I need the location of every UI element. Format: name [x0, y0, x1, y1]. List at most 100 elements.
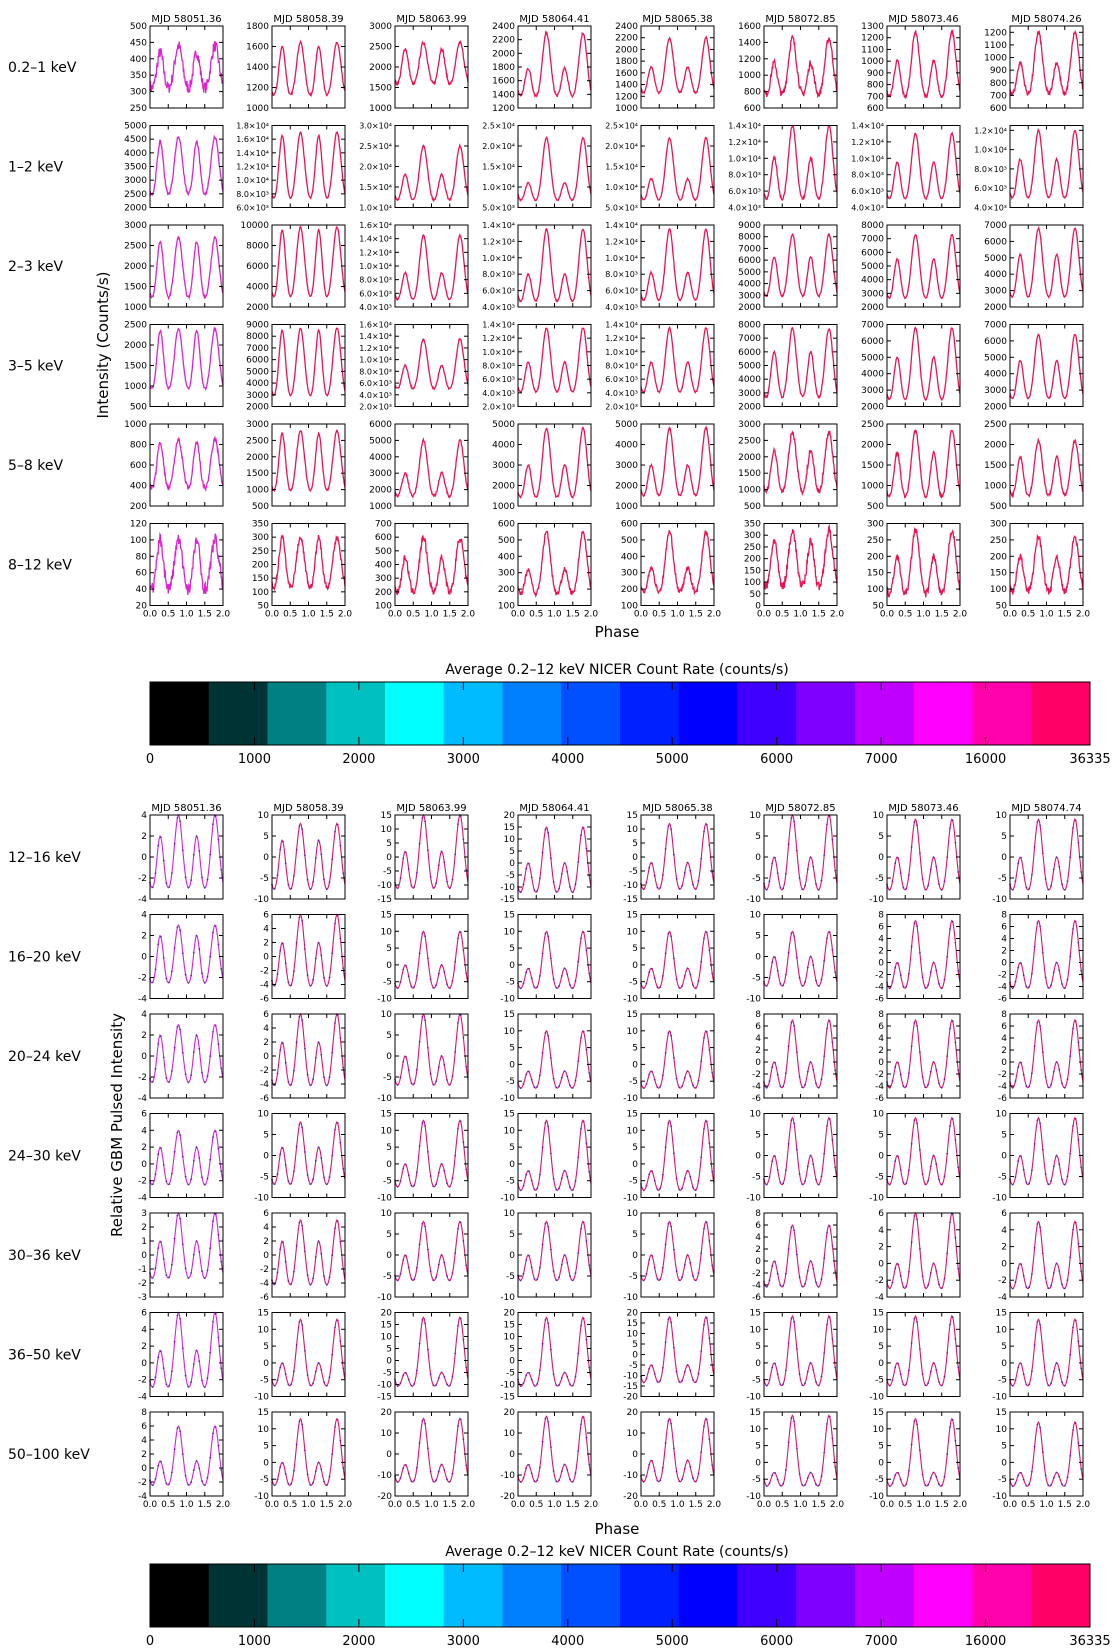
y-tick-label: 4	[1001, 1226, 1007, 1236]
profile-data-point	[812, 1267, 815, 1270]
x-tick-label: 0.0	[511, 610, 526, 620]
observation-date-title: MJD 58058.39	[273, 14, 343, 25]
profile-data-point	[1077, 1139, 1080, 1141]
profile-data-point	[708, 1048, 711, 1051]
y-tick-label: 1.5×10⁴	[605, 163, 638, 172]
profile-data-point	[295, 1244, 298, 1247]
y-tick-label: 2	[263, 1038, 269, 1048]
profile-data-point	[940, 1384, 943, 1387]
profile-data-point	[697, 1272, 700, 1275]
profile-data-point	[648, 971, 651, 974]
y-tick-label: 4000	[615, 441, 638, 451]
profile-data-point	[585, 1048, 588, 1051]
profile-data-point	[673, 1248, 675, 1251]
profile-data-point	[826, 1423, 828, 1425]
y-tick-label: -10	[869, 1492, 884, 1502]
profile-data-point	[301, 1019, 303, 1022]
pulse-profile-panel: MJD 58065.381000120014001600180020002200…	[615, 14, 715, 114]
profile-data-point	[774, 956, 776, 959]
y-tick-label: 2500	[124, 190, 147, 200]
pulse-profile-line	[149, 1023, 224, 1084]
profile-data-point	[563, 1169, 566, 1172]
profile-data-point	[662, 1466, 664, 1469]
y-tick-label: 4	[878, 1226, 884, 1236]
profile-data-point	[776, 1478, 779, 1481]
profile-data-point	[1039, 1226, 1041, 1228]
profile-data-point	[908, 972, 910, 975]
profile-data-point	[776, 1272, 779, 1275]
profile-data-point	[697, 1180, 700, 1182]
y-tick-label: 8	[878, 1010, 884, 1020]
profile-data-point	[536, 1479, 539, 1482]
profile-data-point	[282, 1362, 284, 1365]
panel-frame	[394, 1312, 469, 1397]
profile-data-point	[284, 1373, 287, 1376]
profile-data-point	[536, 890, 539, 892]
profile-data-point	[432, 1083, 435, 1086]
profile-data-point	[179, 1134, 182, 1136]
y-tick-label: 2500	[861, 420, 884, 430]
profile-data-point	[432, 1480, 435, 1483]
profile-data-point	[184, 1073, 187, 1076]
profile-data-point	[304, 854, 306, 857]
y-tick-label: 3000	[246, 391, 269, 401]
profile-data-point	[339, 937, 342, 940]
colorbar-tick-label: 1000	[238, 752, 271, 767]
profile-data-point	[323, 1076, 325, 1079]
y-tick-label: 15	[381, 1321, 392, 1331]
y-tick-label: 6.0×10³	[605, 375, 638, 384]
profile-data-point	[927, 884, 929, 887]
y-tick-label: 0	[755, 953, 761, 963]
profile-data-point	[448, 1279, 451, 1282]
profile-data-point	[418, 1442, 421, 1444]
profile-data-point	[312, 1078, 314, 1081]
profile-data-point	[902, 1383, 905, 1386]
profile-data-point	[708, 1240, 711, 1242]
profile-data-point	[1063, 987, 1066, 990]
y-tick-label: 10	[504, 1027, 516, 1037]
profile-data-point	[525, 867, 528, 870]
profile-data-point	[812, 964, 815, 967]
y-tick-label: 20	[381, 1309, 393, 1319]
y-tick-label: -10	[500, 883, 515, 893]
profile-data-point	[287, 1383, 290, 1386]
x-tick-label: 0.0	[265, 1500, 280, 1510]
profile-data-point	[651, 1070, 653, 1073]
profile-data-point	[935, 1270, 938, 1272]
panel-frame	[763, 523, 838, 606]
pulse-profile-line	[1009, 437, 1084, 499]
colorbar-swatch	[678, 682, 738, 745]
y-tick-label: 5000	[369, 436, 392, 446]
profile-data-point	[823, 1152, 826, 1155]
pulse-profile-line	[149, 134, 224, 197]
y-tick-label: 800	[130, 441, 147, 451]
y-tick-label: 100	[375, 602, 392, 612]
y-tick-label: 1200	[984, 28, 1007, 38]
profile-data-point	[580, 937, 582, 940]
profile-data-point	[793, 1229, 795, 1232]
profile-data-point	[689, 973, 692, 976]
profile-data-point	[533, 1384, 536, 1387]
profile-data-point	[571, 1480, 574, 1483]
profile-data-point	[541, 952, 544, 955]
y-tick-label: 5	[386, 1345, 392, 1355]
profile-data-point	[451, 1272, 454, 1275]
profile-data-point	[910, 1241, 913, 1244]
profile-data-point	[831, 1244, 834, 1247]
profile-data-point	[413, 986, 416, 988]
profile-data-point	[913, 1317, 916, 1320]
profile-data-point	[1069, 1152, 1072, 1155]
panel-frame	[763, 1013, 838, 1099]
energy-band-label: 16–20 keV	[8, 950, 81, 966]
profile-data-point	[179, 1217, 182, 1220]
profile-data-point	[173, 1448, 176, 1450]
y-tick-label: 4	[141, 1325, 147, 1335]
profile-data-point	[181, 1051, 184, 1054]
profile-data-point	[834, 1270, 837, 1272]
panel-frame	[640, 1312, 715, 1397]
y-tick-label: 100	[498, 602, 515, 612]
